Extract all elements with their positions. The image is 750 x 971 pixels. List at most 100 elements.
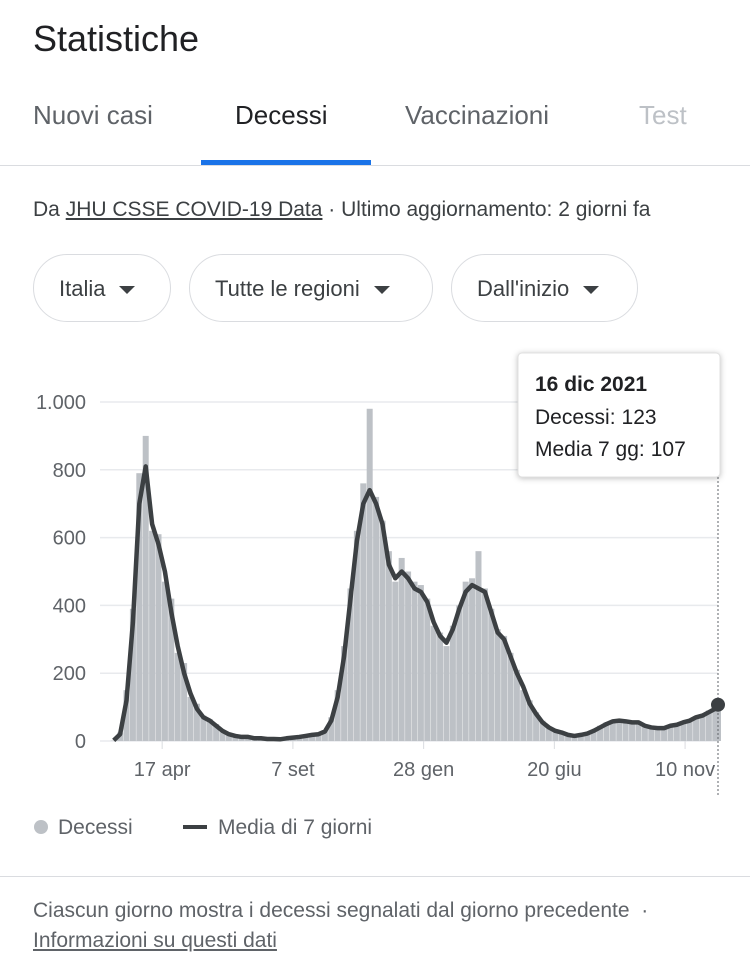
- filter-label: Dall'inizio: [477, 276, 570, 301]
- bar: [187, 696, 194, 741]
- footer-link[interactable]: Informazioni su questi dati: [33, 929, 277, 952]
- bar: [513, 669, 520, 741]
- bar: [577, 734, 584, 741]
- bar: [584, 732, 591, 741]
- bar: [149, 530, 156, 741]
- x-tick-label: 7 set: [271, 759, 315, 781]
- bar: [622, 720, 629, 741]
- bar: [501, 635, 508, 741]
- bar: [462, 581, 469, 741]
- bar: [565, 735, 572, 741]
- bar: [558, 731, 565, 741]
- bar: [341, 646, 348, 741]
- bar: [609, 719, 616, 741]
- bar: [456, 605, 463, 741]
- bar: [667, 724, 674, 741]
- tooltip-row: Media 7 gg: 107: [535, 438, 686, 461]
- y-tick-label: 800: [53, 460, 86, 482]
- filter-dropdown[interactable]: Tutte le regioni: [189, 254, 433, 322]
- bar: [469, 578, 476, 741]
- bar: [334, 690, 341, 741]
- source-prefix: Da: [33, 198, 60, 221]
- bar: [635, 721, 642, 741]
- filter-dropdown[interactable]: Italia: [33, 254, 171, 322]
- bar: [213, 724, 220, 741]
- tooltip-date: 16 dic 2021: [535, 373, 647, 396]
- filter-dropdown[interactable]: Dall'inizio: [451, 254, 638, 322]
- tab[interactable]: Test: [639, 100, 687, 130]
- bar: [641, 724, 648, 741]
- filter-label: Italia: [59, 276, 106, 301]
- bar: [136, 473, 143, 741]
- tooltip-value: 123: [622, 406, 657, 429]
- tooltip-box: [517, 352, 721, 478]
- source-link[interactable]: JHU CSSE COVID-19 Data: [65, 198, 323, 221]
- legend-label: Decessi: [58, 816, 133, 839]
- bar: [481, 588, 488, 741]
- tooltip-label: Decessi:: [535, 406, 616, 429]
- bar: [309, 734, 316, 741]
- footer-separator: ·: [641, 899, 649, 922]
- y-tick-label: 400: [53, 595, 86, 617]
- y-tick-label: 600: [53, 528, 86, 550]
- bar: [302, 736, 309, 741]
- tab[interactable]: Vaccinazioni: [405, 100, 550, 130]
- bar: [398, 557, 405, 741]
- divider: [0, 876, 750, 877]
- bar: [411, 581, 418, 741]
- tab[interactable]: Nuovi casi: [33, 100, 153, 130]
- source-line: Da JHU CSSE COVID-19 Data · Ultimo aggio…: [33, 198, 650, 222]
- bar: [366, 408, 373, 741]
- bar: [597, 725, 604, 741]
- bar: [437, 632, 444, 741]
- bar: [385, 551, 392, 741]
- bar: [123, 690, 130, 741]
- bar: [417, 585, 424, 741]
- x-tick-label: 10 nov: [655, 759, 715, 781]
- source-suffix: · Ultimo aggiornamento: 2 giorni fa: [328, 198, 651, 221]
- bar: [545, 726, 552, 741]
- divider: [0, 165, 750, 166]
- bar: [142, 435, 149, 741]
- bar: [686, 719, 693, 741]
- bar: [155, 534, 162, 741]
- bar: [661, 727, 668, 741]
- tooltip-row: Decessi: 123: [535, 406, 657, 429]
- legend-label: Media di 7 giorni: [218, 816, 372, 839]
- bar: [225, 733, 232, 741]
- bar: [168, 598, 175, 741]
- x-tick-label: 28 gen: [393, 759, 454, 781]
- bar: [328, 717, 335, 741]
- bar: [699, 714, 706, 741]
- bar: [315, 732, 322, 741]
- bar: [673, 724, 680, 741]
- tab-indicator: [201, 160, 371, 165]
- page-title: Statistiche: [33, 18, 200, 59]
- bar: [373, 496, 380, 741]
- hover-dot: [711, 697, 725, 712]
- y-tick-label: 1.000: [36, 392, 86, 414]
- bar: [321, 730, 328, 741]
- bar: [200, 715, 207, 741]
- bar: [430, 625, 437, 741]
- x-tick-label: 20 giu: [527, 759, 582, 781]
- tab-selected[interactable]: Decessi: [235, 100, 328, 130]
- bar: [539, 720, 546, 741]
- bar: [181, 663, 188, 741]
- bar: [475, 551, 482, 741]
- footer-text: Ciascun giorno mostra i decessi segnalat…: [33, 899, 630, 922]
- bar: [353, 530, 360, 741]
- bar: [193, 703, 200, 741]
- bar: [494, 629, 501, 741]
- bar: [129, 608, 136, 741]
- x-tick-label: 17 apr: [134, 759, 191, 781]
- bar: [629, 723, 636, 741]
- bar: [616, 721, 623, 741]
- filter-label: Tutte le regioni: [215, 276, 360, 301]
- bar: [379, 520, 386, 741]
- bar: [449, 625, 456, 741]
- bar: [693, 716, 700, 741]
- line: [112, 464, 720, 742]
- bar: [360, 483, 367, 741]
